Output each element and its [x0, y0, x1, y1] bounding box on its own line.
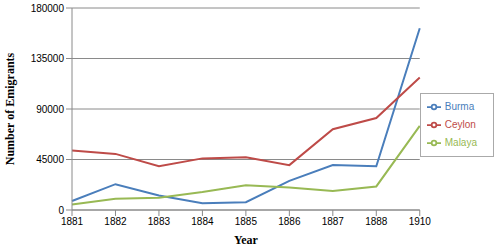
html-text:Ceylon: Ceylon: [444, 119, 476, 130]
svg-text:1882: 1882: [104, 216, 127, 227]
svg-text:45000: 45000: [36, 154, 64, 165]
html-text:Burma: Burma: [444, 101, 475, 112]
svg-text:180000: 180000: [31, 3, 65, 14]
svg-text:Year: Year: [234, 233, 259, 247]
svg-text:1910: 1910: [409, 216, 432, 227]
svg-text:1884: 1884: [191, 216, 214, 227]
svg-text:1883: 1883: [148, 216, 171, 227]
html-text:Malaya: Malaya: [444, 137, 477, 148]
svg-text:90000: 90000: [36, 104, 64, 115]
svg-text:0: 0: [58, 205, 64, 216]
svg-text:135000: 135000: [31, 53, 65, 64]
svg-text:1887: 1887: [322, 216, 345, 227]
svg-text:1886: 1886: [278, 216, 301, 227]
svg-text:Number of Emigrants: Number of Emigrants: [8, 52, 17, 165]
svg-text:1888: 1888: [365, 216, 388, 227]
svg-text:1885: 1885: [235, 216, 258, 227]
svg-text:1881: 1881: [61, 216, 84, 227]
